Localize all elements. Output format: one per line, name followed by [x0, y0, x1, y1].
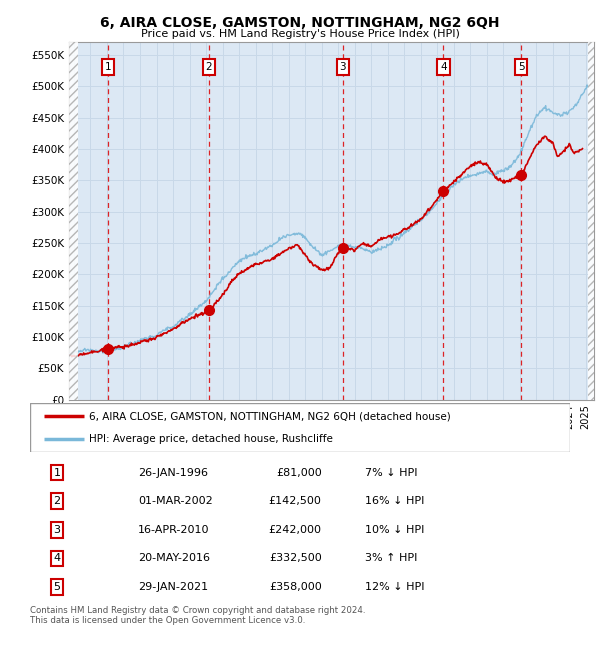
Text: 26-JAN-1996: 26-JAN-1996 — [138, 467, 208, 478]
Text: £358,000: £358,000 — [269, 582, 322, 592]
Text: 7% ↓ HPI: 7% ↓ HPI — [365, 467, 418, 478]
Text: 12% ↓ HPI: 12% ↓ HPI — [365, 582, 424, 592]
FancyBboxPatch shape — [30, 403, 570, 452]
Text: Contains HM Land Registry data © Crown copyright and database right 2024.
This d: Contains HM Land Registry data © Crown c… — [30, 606, 365, 625]
Bar — [588, 42, 596, 400]
Text: 1: 1 — [105, 62, 112, 72]
Text: 5: 5 — [53, 582, 61, 592]
Text: 3: 3 — [53, 525, 61, 535]
Text: £242,000: £242,000 — [269, 525, 322, 535]
Text: 16-APR-2010: 16-APR-2010 — [138, 525, 209, 535]
Text: 4: 4 — [53, 553, 61, 564]
Text: 16% ↓ HPI: 16% ↓ HPI — [365, 496, 424, 506]
Text: £332,500: £332,500 — [269, 553, 322, 564]
Text: 5: 5 — [518, 62, 524, 72]
Text: 4: 4 — [440, 62, 447, 72]
Text: 20-MAY-2016: 20-MAY-2016 — [138, 553, 210, 564]
Text: 2: 2 — [53, 496, 61, 506]
Text: HPI: Average price, detached house, Rushcliffe: HPI: Average price, detached house, Rush… — [89, 434, 333, 443]
Text: £81,000: £81,000 — [276, 467, 322, 478]
Text: 2: 2 — [206, 62, 212, 72]
Text: 01-MAR-2002: 01-MAR-2002 — [138, 496, 213, 506]
Text: 1: 1 — [53, 467, 61, 478]
Text: 3: 3 — [340, 62, 346, 72]
Text: Price paid vs. HM Land Registry's House Price Index (HPI): Price paid vs. HM Land Registry's House … — [140, 29, 460, 39]
Text: 3% ↑ HPI: 3% ↑ HPI — [365, 553, 417, 564]
Bar — [69, 42, 78, 400]
Text: 10% ↓ HPI: 10% ↓ HPI — [365, 525, 424, 535]
Text: £142,500: £142,500 — [269, 496, 322, 506]
Text: 29-JAN-2021: 29-JAN-2021 — [138, 582, 208, 592]
Text: 6, AIRA CLOSE, GAMSTON, NOTTINGHAM, NG2 6QH (detached house): 6, AIRA CLOSE, GAMSTON, NOTTINGHAM, NG2 … — [89, 411, 451, 421]
Text: 6, AIRA CLOSE, GAMSTON, NOTTINGHAM, NG2 6QH: 6, AIRA CLOSE, GAMSTON, NOTTINGHAM, NG2 … — [100, 16, 500, 31]
